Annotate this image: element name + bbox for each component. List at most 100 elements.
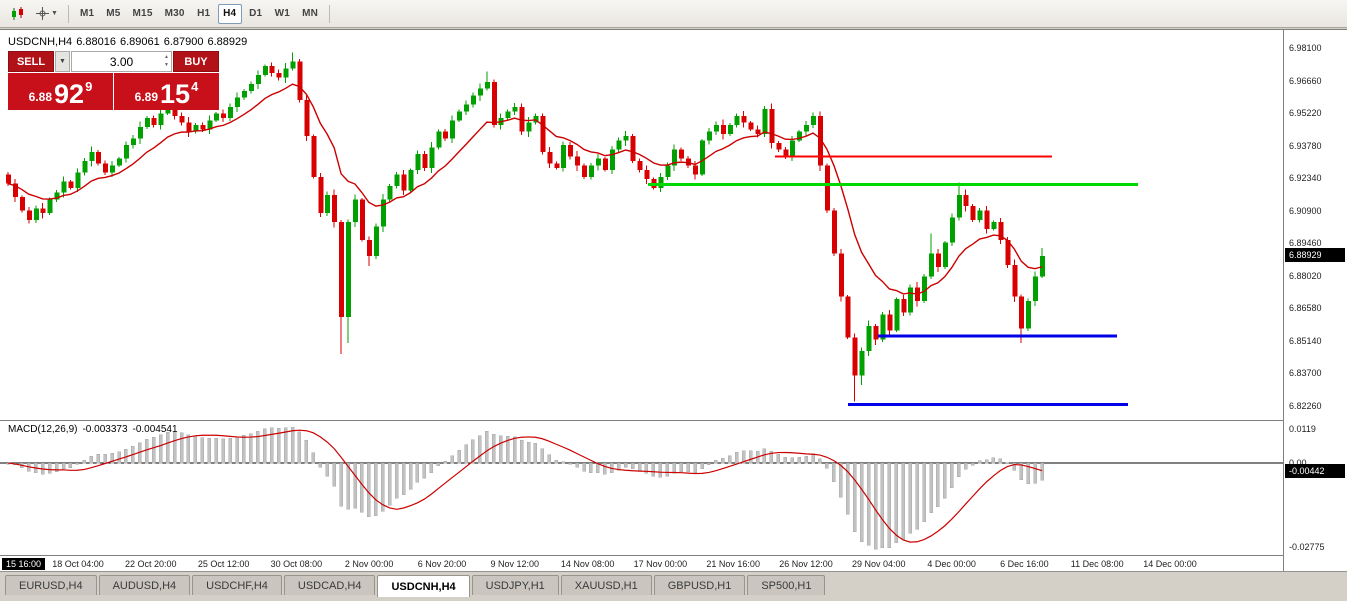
price-axis-label: 6.95220 (1289, 108, 1322, 119)
time-axis-label: 26 Nov 12:00 (779, 559, 833, 569)
chart-tab-audusd[interactable]: AUDUSD,H4 (98, 575, 191, 595)
chart-tab-usdchf[interactable]: USDCHF,H4 (192, 575, 282, 595)
timeframe-button-w1[interactable]: W1 (274, 8, 291, 19)
chart-tab-usdcnh[interactable]: USDCNH,H4 (377, 575, 470, 597)
macd-main-value: -0.003373 (82, 424, 128, 435)
crosshair-icon (36, 7, 49, 20)
volume-value: 3.00 (109, 54, 134, 69)
ma-line (7, 83, 1043, 295)
timeframe-button-m1[interactable]: M1 (79, 8, 95, 19)
toolbar-separator (67, 4, 69, 23)
price-axis-label: 6.86580 (1289, 303, 1322, 314)
price-axis-label: 6.88020 (1289, 270, 1322, 281)
timeframe-button-m15[interactable]: M15 (132, 8, 153, 19)
price-axis-label: 6.96660 (1289, 75, 1322, 86)
price-axis-label: 6.93780 (1289, 140, 1322, 151)
chart-tab-sp500[interactable]: SP500,H1 (747, 575, 826, 595)
buy-button[interactable]: BUY (173, 51, 219, 72)
timeframe-button-d1[interactable]: D1 (249, 8, 263, 19)
macd-indicator-chart[interactable] (0, 421, 1283, 555)
time-axis-label: 6 Nov 20:00 (417, 559, 467, 569)
tab-bar: EURUSD,H4 AUDUSD,H4 USDCHF,H4 USDCAD,H4 USDC… (0, 571, 1347, 601)
volume-spinner[interactable]: ▲ ▼ (164, 54, 169, 69)
price-axis-label: 6.98100 (1289, 43, 1322, 53)
panel-divider (0, 555, 1347, 556)
candlestick-glyph (12, 6, 23, 20)
close-value: 6.88929 (207, 36, 248, 48)
panel-divider (0, 420, 1347, 421)
candles-layer (6, 52, 1046, 402)
price-chart[interactable] (0, 30, 1283, 420)
chart-type-icon[interactable] (6, 4, 30, 24)
timeframe-button-h4[interactable]: H4 (217, 3, 242, 24)
price-axis[interactable]: 6.98100 6.96660 6.95220 6.93780 6.92340 6.909… (1283, 30, 1347, 572)
time-axis-label: 11 Dec 08:00 (1070, 559, 1124, 569)
time-axis-label: 14 Nov 08:00 (560, 559, 615, 569)
buy-price-display[interactable]: 6.89 15 4 (114, 73, 219, 110)
volume-input[interactable]: 3.00 ▲ ▼ (71, 51, 172, 72)
spinner-up-icon[interactable]: ▲ (164, 54, 169, 60)
low-value: 6.87900 (163, 36, 204, 48)
sell-button[interactable]: SELL (8, 51, 54, 72)
time-axis-label: 29 Nov 04:00 (852, 559, 906, 569)
timeframe-button-m5[interactable]: M5 (106, 8, 121, 19)
chart-tab-gbpusd[interactable]: GBPUSD,H1 (653, 575, 746, 595)
time-axis-label: 6 Dec 16:00 (1000, 559, 1049, 569)
macd-zero-label: 0.00 (1289, 458, 1307, 468)
macd-max-label: 0.0119 (1289, 424, 1316, 434)
sell-price-display[interactable]: 6.88 92 9 (8, 73, 113, 110)
symbol-period-label: USDCNH,H4 (8, 36, 73, 48)
timeframe-button-h1[interactable]: H1 (197, 8, 211, 19)
timeframe-button-mn[interactable]: MN (302, 8, 319, 19)
time-axis-label: 14 Dec 00:00 (1143, 559, 1197, 569)
macd-name-label: MACD(12,26,9) (8, 424, 78, 435)
crosshair-tool-dropdown[interactable]: ▼ (32, 4, 62, 24)
price-axis-label: 6.89460 (1289, 238, 1322, 249)
buy-price-pip: 4 (191, 79, 199, 94)
chevron-down-icon: ▼ (51, 10, 58, 17)
time-axis-label: 25 Oct 12:00 (197, 559, 250, 569)
chart-ohlc-header: USDCNH,H4 6.88016 6.89061 6.87900 6.88929 (8, 36, 251, 48)
price-axis-label: 6.82260 (1289, 401, 1322, 411)
chart-tab-xauusd[interactable]: XAUUSD,H1 (560, 575, 652, 595)
time-axis-label: 4 Dec 00:00 (927, 559, 976, 569)
sell-price-big: 92 (54, 79, 85, 110)
macd-histogram (6, 426, 1044, 550)
time-highlight-badge: 15 16:00 (2, 558, 46, 570)
high-value: 6.89061 (119, 36, 160, 48)
spinner-down-icon[interactable]: ▼ (164, 61, 169, 68)
price-axis-label: 6.90900 (1289, 205, 1322, 216)
price-axis-label: 6.85140 (1289, 335, 1322, 346)
one-click-trading-widget: SELL ▼ 3.00 ▲ ▼ BUY 6.88 92 9 6.89 15 4 (8, 51, 219, 110)
time-axis-label: 18 Oct 04:00 (52, 559, 104, 569)
volume-dropdown-caret[interactable]: ▼ (55, 51, 70, 72)
toolbar-separator (329, 4, 331, 23)
chart-tab-eurusd[interactable]: EURUSD,H4 (5, 575, 97, 595)
time-axis[interactable]: 15 16:00 18 Oct 04:00 22 Oct 20:00 25 Oct … (0, 556, 1283, 572)
chart-tab-usdcad[interactable]: USDCAD,H4 (283, 575, 376, 595)
macd-min-label: -0.02775 (1289, 542, 1325, 552)
macd-current-badge: -0.00442 (1285, 463, 1345, 478)
toolbar: ▼ M1 M5 M15 M30 H1 H4 D1 W1 MN (0, 0, 1347, 28)
time-axis-label: 17 Nov 00:00 (633, 559, 688, 569)
time-axis-label: 30 Oct 08:00 (270, 559, 323, 569)
macd-header: MACD(12,26,9) -0.003373 -0.004541 (8, 424, 183, 435)
price-axis-label: 6.92340 (1289, 173, 1322, 184)
timeframe-group: M1 M5 M15 M30 H1 H4 D1 W1 MN (75, 3, 323, 24)
sell-price-prefix: 6.88 (28, 90, 53, 104)
chart-tab-usdjpy[interactable]: USDJPY,H1 (471, 575, 559, 595)
buy-price-prefix: 6.89 (134, 90, 159, 104)
chart-window: USDCNH,H4 6.88016 6.89061 6.87900 6.88929 MA… (0, 29, 1347, 572)
time-axis-label: 9 Nov 12:00 (490, 559, 540, 569)
sell-price-pip: 9 (85, 79, 93, 94)
timeframe-button-m30[interactable]: M30 (164, 8, 185, 19)
open-value: 6.88016 (76, 36, 116, 48)
macd-signal-line (7, 429, 1043, 543)
time-axis-label: 22 Oct 20:00 (125, 559, 177, 569)
time-axis-label: 21 Nov 16:00 (706, 559, 760, 569)
time-axis-label: 2 Nov 00:00 (344, 559, 394, 569)
price-axis-label: 6.83700 (1289, 368, 1322, 379)
current-price-badge: 6.88929 (1285, 248, 1345, 263)
macd-signal-value: -0.004541 (132, 424, 178, 435)
buy-price-big: 15 (160, 79, 191, 110)
